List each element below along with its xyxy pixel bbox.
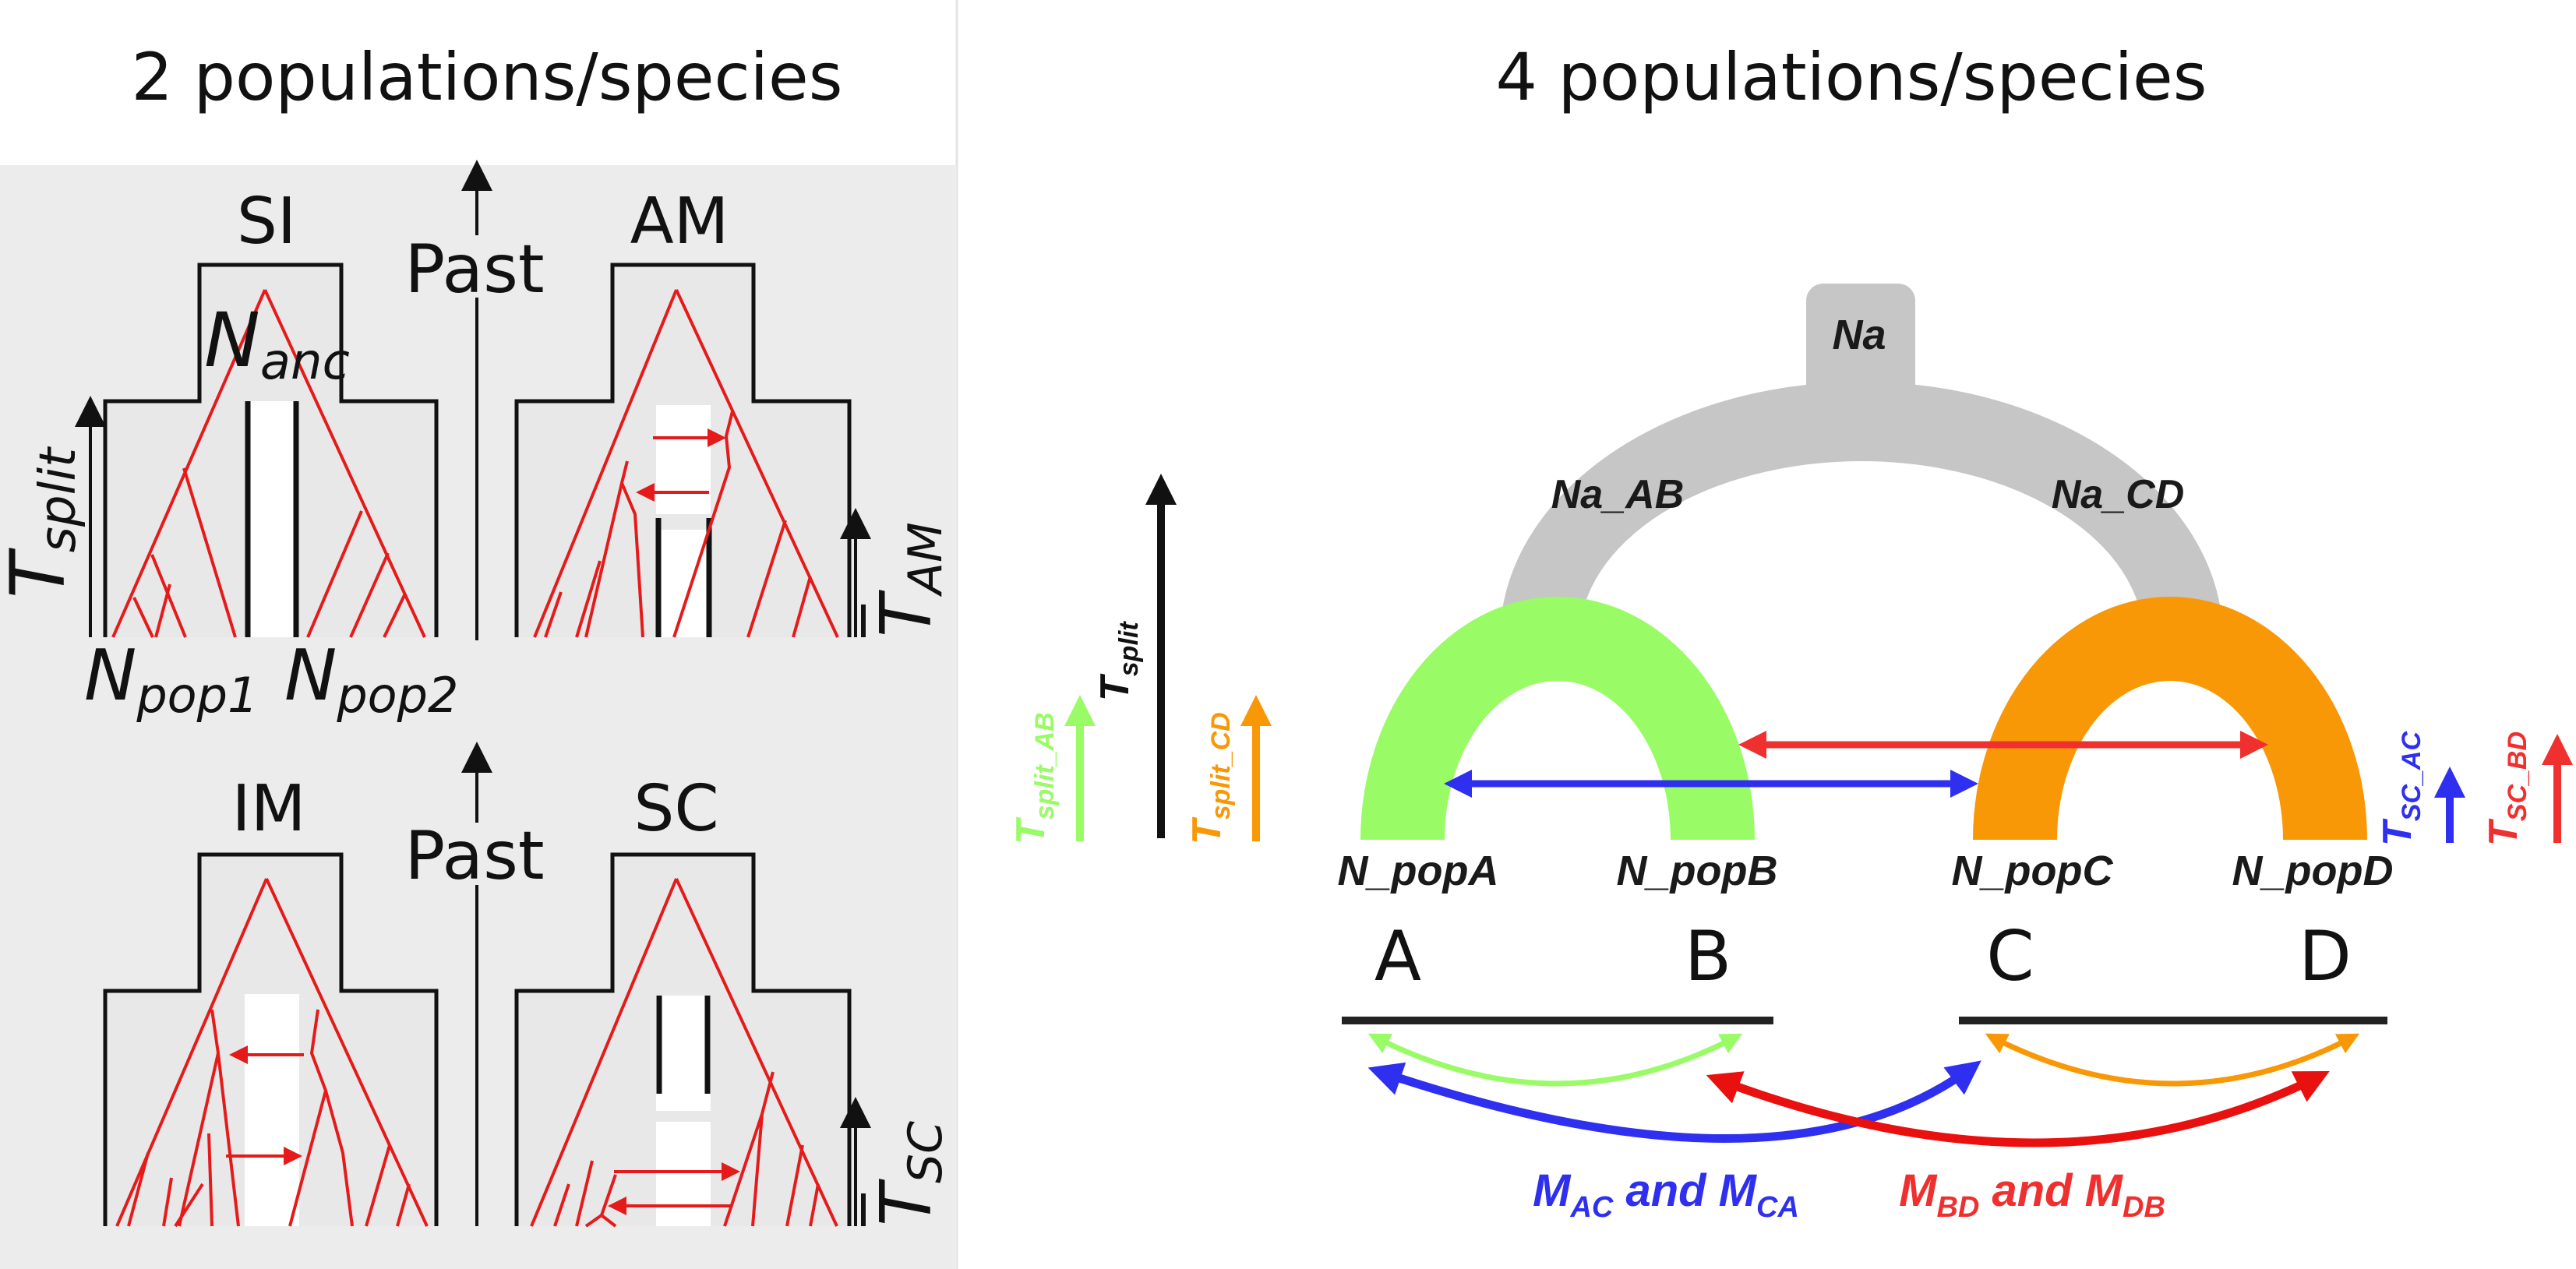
- cd-migration-curve: [1985, 1033, 2360, 1087]
- sc-label: SC: [633, 772, 718, 846]
- na-cd-label: Na_CD: [2052, 472, 2185, 517]
- right-title: 4 populations/species: [1496, 39, 2207, 115]
- t-split-4pop-label: Tsplit: [1092, 621, 1144, 701]
- t-sc-bd-label: TSC_BD: [2481, 731, 2532, 846]
- sc-genealogy: [530, 878, 838, 1228]
- sc-gap-lower: [656, 1122, 711, 1226]
- letter-a: A: [1374, 916, 1421, 996]
- t-am-label: TAM: [866, 522, 953, 637]
- na-ab-label: Na_AB: [1551, 472, 1685, 517]
- sc-gap-upper: [656, 996, 711, 1111]
- im-label: IM: [232, 772, 306, 846]
- n-pop2-label: Npop2: [284, 635, 458, 724]
- letter-b: B: [1685, 916, 1731, 996]
- si-label: SI: [237, 185, 296, 259]
- ab-arc: [1360, 597, 1755, 840]
- bd-migration-curve: [1706, 1071, 2330, 1147]
- pop-a-label: N_popA: [1338, 848, 1499, 894]
- left-title: 2 populations/species: [132, 39, 843, 115]
- t-sc-ac-label: TSC_AC: [2375, 731, 2426, 846]
- model-sc: SC TSC: [514, 772, 953, 1228]
- model-am: AM TAM: [514, 185, 953, 638]
- m-bd-label: MBD and MDB: [1899, 1165, 2165, 1224]
- ancestral-arc: [1500, 382, 2223, 639]
- t-split-ab-label: Tsplit_AB: [1008, 712, 1060, 844]
- root-label: Na: [1832, 312, 1886, 358]
- t-sc-label: TSC: [866, 1121, 953, 1226]
- si-gap: [248, 401, 296, 637]
- t-split-label: Tsplit: [0, 446, 87, 598]
- model-im: IM: [103, 772, 439, 1228]
- cd-arc: [1973, 597, 2367, 840]
- letter-c: C: [1986, 916, 2034, 996]
- t-split-cd-label: Tsplit_CD: [1184, 712, 1236, 844]
- im-gap: [245, 994, 299, 1226]
- am-label: AM: [630, 185, 729, 259]
- m-ac-label: MAC and MCA: [1533, 1165, 1799, 1224]
- n-pop1-label: Npop1: [84, 635, 258, 724]
- past-label-top: Past: [404, 231, 544, 308]
- past-label-bg-top: [405, 235, 545, 298]
- model-si: SI Nanc Tsplit Npop1 Npop2: [0, 185, 458, 724]
- letter-d: D: [2299, 916, 2352, 996]
- pop-c-label: N_popC: [1952, 848, 2114, 894]
- am-genealogy: [533, 289, 839, 638]
- left-panel: 2 populations/species SI Nanc Tsplit Npo…: [0, 0, 958, 1269]
- am-gap-bridge: [651, 514, 715, 530]
- pop-b-label: N_popB: [1617, 848, 1778, 894]
- past-label-bottom: Past: [404, 817, 544, 895]
- n-anc-label: Nanc: [204, 297, 350, 391]
- past-label-bg-bottom: [405, 823, 545, 885]
- im-genealogy: [115, 878, 429, 1228]
- pop-d-label: N_popD: [2232, 848, 2394, 894]
- si-genealogy: [111, 289, 426, 638]
- right-panel: 4 populations/species Na Na_AB Na_CD N_p…: [1008, 39, 2573, 1224]
- ab-migration-curve: [1367, 1033, 1743, 1087]
